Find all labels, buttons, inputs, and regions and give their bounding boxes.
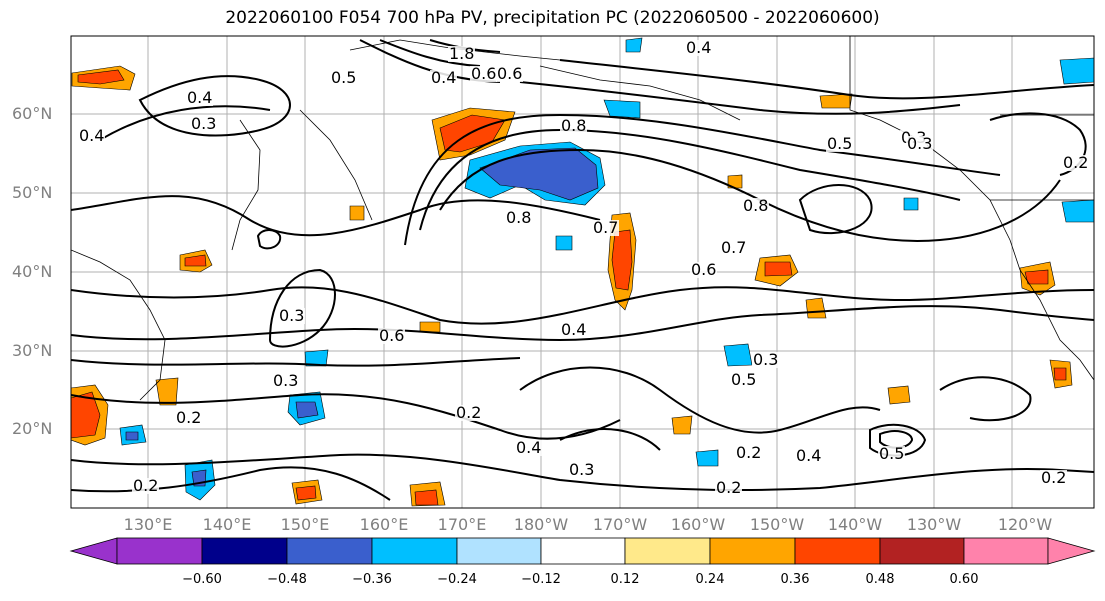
contour-value-label: 0.3 <box>272 371 300 390</box>
lon-label-170e: 170°E <box>437 515 487 534</box>
map-border <box>70 35 1095 509</box>
contour-value-label: 0.4 <box>430 68 458 87</box>
lon-label-150w: 150°W <box>749 515 805 534</box>
contour-value-label: 0.4 <box>560 320 588 339</box>
contour-value-label: 0.8 <box>505 208 533 227</box>
colorbar-extend-high <box>1047 537 1096 565</box>
colorbar-tick: 0.48 <box>865 572 895 587</box>
contour-value-label: 0.6 <box>378 326 406 345</box>
contour-value-label: 0.4 <box>186 88 214 107</box>
contour-value-label: 0.2 <box>1062 153 1090 172</box>
colorbar-tick: −0.36 <box>352 572 392 587</box>
colorbar-tick: −0.24 <box>437 572 477 587</box>
colorbar-tick: −0.60 <box>182 572 222 587</box>
contour-value-label: 0.3 <box>190 114 218 133</box>
colorbar-tick: −0.48 <box>267 572 307 587</box>
lat-label-40n: 40°N <box>12 262 53 281</box>
colorbar-tick: −0.12 <box>521 572 561 587</box>
pv-contours <box>71 39 1094 501</box>
contour-value-label: 0.7 <box>720 238 748 257</box>
contour-value-label: 0.2 <box>175 408 203 427</box>
lon-label-140e: 140°E <box>202 515 252 534</box>
lat-label-50n: 50°N <box>12 183 53 202</box>
contour-value-label: 0.4 <box>515 438 543 457</box>
coastlines <box>71 36 1094 401</box>
contour-value-label: 0.8 <box>560 116 588 135</box>
colorbar <box>69 537 1096 565</box>
lon-label-130e: 130°E <box>123 515 173 534</box>
contour-value-label: 0.3 <box>906 134 934 153</box>
contour-value-label: 0.6 <box>496 64 524 83</box>
lon-label-160e: 160°E <box>359 515 409 534</box>
lat-label-60n: 60°N <box>12 104 53 123</box>
lon-label-160w: 160°W <box>670 515 726 534</box>
lon-label-120w: 120°W <box>997 515 1053 534</box>
contour-value-label: 0.2 <box>735 443 763 462</box>
contour-value-label: 0.4 <box>78 126 106 145</box>
contour-value-label: 0.6 <box>470 64 498 83</box>
map-title: 2022060100 F054 700 hPa PV, precipitatio… <box>225 8 880 28</box>
colorbar-tick: 0.36 <box>780 572 810 587</box>
contour-value-label: 0.7 <box>592 218 620 237</box>
contour-value-label: 0.5 <box>878 444 906 463</box>
contour-value-label: 0.5 <box>330 68 358 87</box>
lon-label-170w: 170°W <box>592 515 648 534</box>
lon-label-130w: 130°W <box>906 515 962 534</box>
contour-value-label: 0.2 <box>1040 468 1068 487</box>
colorbar-tick: 0.24 <box>695 572 725 587</box>
colorbar-tick: 0.60 <box>949 572 979 587</box>
lon-label-140w: 140°W <box>827 515 883 534</box>
lat-label-30n: 30°N <box>12 341 53 360</box>
contour-value-label: 0.2 <box>715 478 743 497</box>
colorbar-extend-low <box>69 537 118 565</box>
lon-label-150e: 150°E <box>280 515 330 534</box>
contour-value-label: 0.4 <box>685 38 713 57</box>
contour-value-label: 0.4 <box>795 446 823 465</box>
contour-value-label: 0.6 <box>690 260 718 279</box>
contour-value-label: 0.3 <box>278 306 306 325</box>
lon-label-180w: 180°W <box>513 515 569 534</box>
contour-value-label: 0.5 <box>826 134 854 153</box>
contour-value-label: 0.5 <box>730 370 758 389</box>
contour-value-label: 1.8 <box>448 44 476 63</box>
contour-value-label: 0.2 <box>455 403 483 422</box>
contour-value-label: 0.8 <box>742 196 770 215</box>
contour-value-label: 0.3 <box>752 350 780 369</box>
colorbar-tick: 0.12 <box>610 572 640 587</box>
lat-label-20n: 20°N <box>12 419 53 438</box>
contour-value-label: 0.3 <box>568 460 596 479</box>
contour-value-label: 0.2 <box>132 476 160 495</box>
